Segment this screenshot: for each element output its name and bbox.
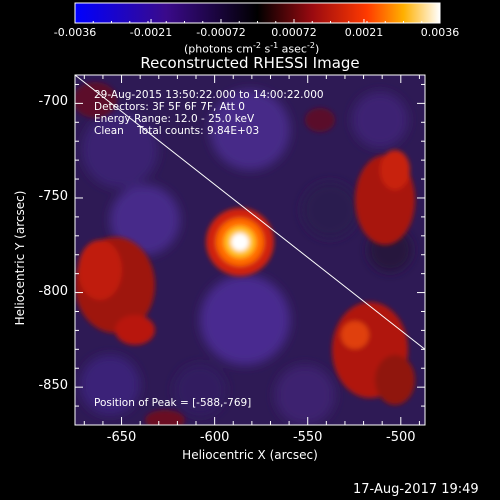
colorbar-tick-label: -0.00072	[196, 26, 246, 39]
x-axis-label: Heliocentric X (arcsec)	[182, 448, 318, 462]
annotation-clean-counts: Clean Total counts: 9.84E+03	[94, 125, 260, 137]
x-tick-label: -500	[386, 430, 416, 445]
colorbar-tick-label: -0.0036	[53, 26, 97, 39]
plot-frame	[74, 74, 426, 426]
axis-ticks	[75, 75, 425, 425]
x-tick-label: -650	[106, 430, 137, 445]
solar-limb-line	[75, 75, 425, 350]
annotation-energy-range: Energy Range: 12.0 - 25.0 keV	[94, 113, 255, 125]
colorbar	[74, 2, 441, 24]
annotation-detectors: Detectors: 3F 5F 6F 7F, Att 0	[94, 101, 245, 113]
colorbar-tick-label: 0.0036	[420, 26, 460, 39]
rhessi-image	[75, 75, 425, 425]
annotation-time-range: 29-Aug-2015 13:50:22.000 to 14:00:22.000	[94, 89, 324, 101]
y-tick-label: -800	[38, 283, 68, 299]
timestamp: 17-Aug-2017 19:49	[353, 482, 479, 497]
y-tick-label: -700	[38, 94, 68, 110]
x-tick-label: -550	[292, 430, 323, 445]
y-axis-label: Heliocentric Y (arcsec)	[13, 190, 27, 326]
y-tick-label: -750	[38, 188, 68, 204]
y-tick-label: -850	[38, 378, 68, 394]
x-tick-label: -600	[199, 430, 230, 445]
colorbar-tick-label: -0.0021	[129, 26, 173, 39]
plot-title: Reconstructed RHESSI Image	[140, 54, 360, 72]
colorbar-unit-label: (photons cm-2 s-1 asec-2)	[184, 41, 320, 56]
colorbar-ticks	[74, 19, 441, 23]
colorbar-tick-label: 0.00072	[271, 26, 317, 39]
colorbar-tick-label: 0.0021	[344, 26, 384, 39]
annotation-peak-position: Position of Peak = [-588,-769]	[94, 397, 252, 409]
